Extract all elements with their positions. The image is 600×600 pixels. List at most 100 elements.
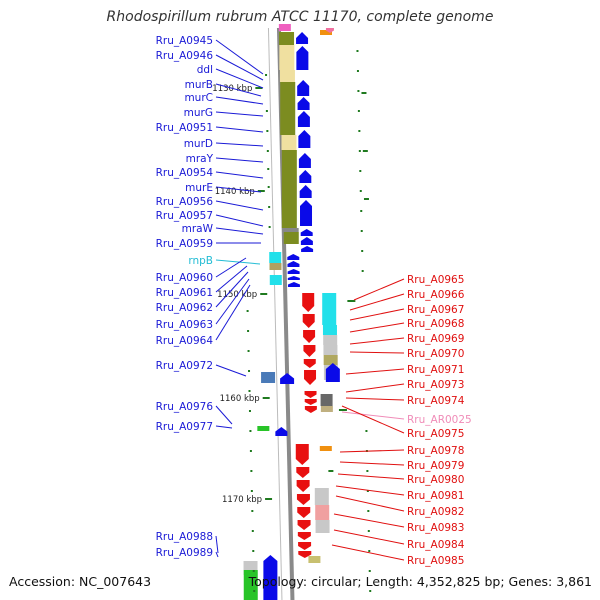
left-gene-label: Rru_A0964 <box>156 335 214 347</box>
right-gene-label: Rru_A0966 <box>407 289 465 301</box>
left-gene-leader-line <box>215 364 247 377</box>
ring-dash <box>359 170 362 172</box>
cog-block <box>243 570 258 600</box>
cog-block <box>323 355 338 365</box>
plus-strand-gene-arrow <box>296 32 309 44</box>
kbp-tick-label: 1160 kbp <box>220 394 260 404</box>
plus-strand-gene-arrow <box>299 170 312 183</box>
kbp-tick-label: 1130 kbp <box>212 84 252 94</box>
minus-strand-gene-arrow <box>303 359 316 368</box>
minus-strand-gene-arrow <box>304 370 317 385</box>
map-title: Rhodospirillum rubrum ATCC 11170, comple… <box>106 9 494 25</box>
cog-block <box>323 335 338 345</box>
ring-dash <box>369 590 372 592</box>
plus-strand-gene-arrow <box>298 153 311 168</box>
left-gene-leader-line <box>215 186 262 193</box>
right-gene-leader-line <box>345 368 405 375</box>
right-gene-label: Rru_A0973 <box>407 379 464 391</box>
left-gene-label: murC <box>184 92 213 104</box>
plus-strand-gene-arrow <box>325 363 340 382</box>
right-gene-leader-line <box>331 544 405 561</box>
ring-dash <box>357 110 360 112</box>
ring-dash <box>358 130 361 132</box>
left-gene-leader-line <box>215 259 261 265</box>
plus-strand-gene-arrow <box>298 130 311 148</box>
left-gene-label: rnpB <box>188 255 213 267</box>
cog-block <box>319 446 332 451</box>
ring-dash <box>268 206 271 208</box>
cog-block <box>314 488 329 505</box>
left-gene-label: Rru_A0956 <box>156 196 214 208</box>
ring-dash <box>358 150 361 152</box>
left-gene-leader-line <box>215 214 264 227</box>
plus-strand-gene-arrow <box>280 373 295 384</box>
cog-block <box>281 150 297 228</box>
ring-dash <box>248 390 251 392</box>
left-gene-leader-line <box>215 54 264 81</box>
left-gene-leader-line <box>215 126 264 133</box>
cog-block <box>279 70 295 82</box>
right-gene-leader-line <box>333 513 405 528</box>
left-gene-label: Rru_A0957 <box>156 210 213 222</box>
kbp-tick-mark <box>262 397 270 399</box>
ring-dash <box>366 490 369 492</box>
right-gene-label: Rru_A0969 <box>407 333 464 345</box>
right-gene-label: Rru_A0980 <box>407 474 464 486</box>
right-gene-label: Rru_A0975 <box>407 428 464 440</box>
right-gene-leader-line <box>341 405 405 434</box>
ring-dash <box>248 410 251 412</box>
right-gene-leader-line <box>349 293 405 311</box>
topology-text: Topology: circular; Length: 4,352,825 bp… <box>248 574 592 589</box>
ring-dash <box>347 300 356 302</box>
ring-dash <box>368 570 371 572</box>
plus-strand-gene-arrow <box>287 254 300 260</box>
ring-dash <box>365 430 368 432</box>
cog-block <box>315 520 330 533</box>
left-gene-leader-line <box>215 551 219 558</box>
plus-strand-gene-arrow <box>263 555 278 600</box>
ring-dash <box>266 130 269 132</box>
plus-strand-gene-arrow <box>296 46 309 70</box>
cog-block <box>308 556 321 563</box>
left-gene-label: Rru_A0954 <box>156 167 214 179</box>
left-gene-leader-line <box>215 535 219 554</box>
ring-dash <box>361 92 367 94</box>
minus-strand-gene-arrow <box>325 28 334 33</box>
right-gene-leader-line <box>335 485 405 496</box>
cog-block <box>322 293 337 325</box>
left-gene-leader-line <box>215 111 264 117</box>
accession-text: Accession: NC_007643 <box>9 574 152 589</box>
ring-dash <box>267 186 270 188</box>
plus-strand-gene-arrow <box>299 185 312 198</box>
right-gene-leader-line <box>349 308 405 321</box>
plus-strand-gene-arrow <box>287 276 300 280</box>
cog-block <box>279 32 295 45</box>
cog-block <box>269 252 282 263</box>
minus-strand-gene-arrow <box>303 330 316 343</box>
left-gene-label: Rru_A0989 <box>156 547 213 559</box>
ring-dash <box>338 409 347 411</box>
ring-dash <box>265 110 268 112</box>
left-gene-label: Rru_A0976 <box>156 401 214 413</box>
ring-dash <box>362 150 368 152</box>
cog-block <box>283 232 299 244</box>
right-gene-label: Rru_A0983 <box>407 522 464 534</box>
minus-strand-gene-arrow <box>296 480 310 492</box>
ring-dash <box>367 510 370 512</box>
ring-dash <box>360 210 363 212</box>
plus-strand-gene-arrow <box>287 282 300 287</box>
right-gene-label: Rru_A0979 <box>407 460 464 472</box>
right-gene-leader-line <box>341 411 405 420</box>
cog-block <box>278 24 291 31</box>
ring-dash <box>368 550 371 552</box>
minus-strand-gene-arrow <box>296 494 310 505</box>
ring-dash <box>251 510 254 512</box>
kbp-tick-mark <box>265 498 273 500</box>
left-gene-leader-line <box>215 157 264 163</box>
left-gene-leader-line <box>215 284 251 341</box>
plus-strand-gene-arrow <box>300 200 313 226</box>
ring-dash <box>249 430 252 432</box>
minus-strand-gene-arrow <box>304 391 317 398</box>
left-gene-label: Rru_A0962 <box>156 302 213 314</box>
